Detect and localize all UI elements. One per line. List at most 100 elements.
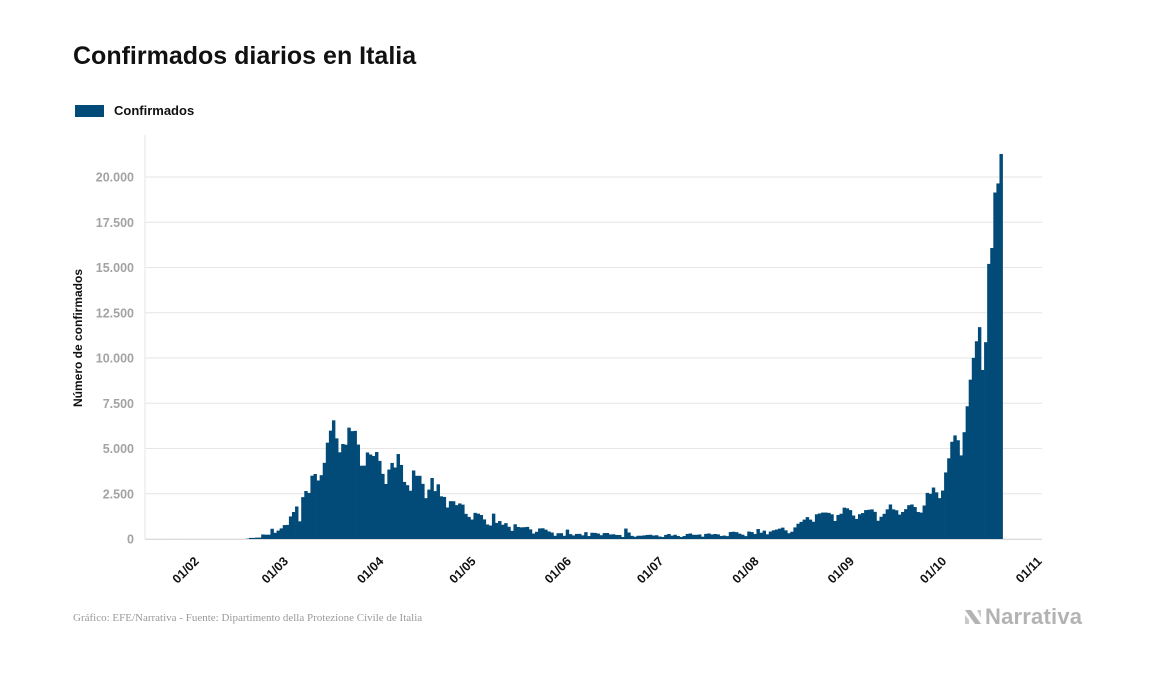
bar bbox=[405, 485, 410, 539]
bar bbox=[504, 523, 508, 539]
bar bbox=[371, 456, 376, 539]
legend-label: Confirmados bbox=[114, 103, 195, 118]
bar bbox=[722, 535, 727, 539]
bar bbox=[442, 496, 447, 539]
bar bbox=[891, 509, 896, 539]
bar bbox=[694, 534, 699, 539]
bar bbox=[999, 153, 1003, 539]
bar bbox=[470, 519, 474, 539]
bar bbox=[676, 535, 680, 539]
bar bbox=[510, 530, 514, 539]
bar bbox=[288, 516, 293, 539]
bar bbox=[904, 509, 908, 539]
bar bbox=[611, 534, 616, 539]
bar bbox=[602, 533, 607, 539]
bar bbox=[387, 469, 391, 539]
bar bbox=[390, 462, 394, 539]
bar bbox=[365, 452, 370, 539]
y-tick-label: 12.500 bbox=[96, 306, 134, 320]
bar bbox=[977, 327, 982, 539]
bar bbox=[362, 465, 367, 539]
bar bbox=[661, 536, 665, 539]
bar bbox=[762, 530, 767, 539]
bar bbox=[802, 519, 807, 539]
bar bbox=[393, 467, 397, 539]
bar bbox=[793, 527, 797, 539]
bar bbox=[627, 532, 631, 539]
bar bbox=[944, 472, 948, 539]
bar bbox=[925, 492, 930, 539]
bar bbox=[547, 531, 551, 539]
bar bbox=[473, 512, 477, 539]
bar bbox=[581, 535, 585, 539]
bar bbox=[550, 532, 554, 539]
bar bbox=[479, 514, 484, 539]
bar bbox=[888, 504, 893, 539]
bar bbox=[968, 379, 973, 539]
bar bbox=[658, 536, 662, 539]
bar bbox=[322, 462, 327, 539]
x-tick-label: 01/11 bbox=[1013, 554, 1045, 586]
bar bbox=[544, 529, 548, 539]
bar bbox=[747, 531, 751, 539]
bar bbox=[485, 524, 490, 539]
bar bbox=[624, 528, 628, 539]
bar bbox=[682, 536, 687, 539]
bar bbox=[842, 507, 847, 539]
bar bbox=[301, 497, 305, 539]
bar bbox=[639, 535, 643, 539]
bar bbox=[636, 535, 640, 539]
y-tick-label: 0 bbox=[127, 533, 134, 547]
bar bbox=[491, 513, 496, 539]
bar bbox=[787, 533, 791, 539]
bar bbox=[614, 534, 619, 539]
bar bbox=[633, 536, 637, 539]
bar bbox=[984, 342, 988, 539]
bar bbox=[255, 537, 259, 539]
bar bbox=[396, 454, 400, 539]
bar bbox=[439, 496, 444, 539]
bar bbox=[805, 517, 810, 539]
bar bbox=[734, 532, 739, 539]
x-tick-label: 01/10 bbox=[917, 554, 949, 586]
y-tick-label: 5.000 bbox=[103, 442, 134, 456]
bar bbox=[654, 535, 659, 539]
bar bbox=[867, 509, 871, 539]
bar bbox=[873, 511, 877, 539]
x-tick-labels: 01/02 01/03 01/04 01/05 01/06 01/07 01/08 01/09… bbox=[170, 554, 1045, 586]
bar bbox=[282, 525, 287, 539]
bar bbox=[587, 536, 591, 539]
bar bbox=[476, 513, 480, 539]
bar bbox=[821, 512, 825, 539]
bar bbox=[458, 503, 462, 539]
x-tick-label: 01/04 bbox=[354, 554, 386, 586]
bar bbox=[344, 444, 348, 539]
bar bbox=[811, 521, 816, 539]
bar bbox=[399, 464, 404, 539]
bar bbox=[839, 513, 843, 539]
x-tick-label: 01/09 bbox=[825, 554, 857, 586]
bar bbox=[498, 521, 502, 539]
bar bbox=[737, 533, 742, 539]
bar bbox=[264, 534, 268, 539]
bar bbox=[608, 534, 613, 539]
bar-series bbox=[145, 153, 1042, 540]
bar bbox=[833, 520, 837, 539]
bar bbox=[251, 537, 256, 539]
bar bbox=[993, 192, 997, 539]
bar bbox=[494, 522, 499, 539]
bar bbox=[670, 535, 674, 539]
bar bbox=[525, 526, 530, 539]
bar bbox=[553, 535, 557, 539]
bar bbox=[710, 534, 714, 539]
x-tick-label: 01/07 bbox=[634, 554, 666, 586]
bar bbox=[313, 474, 317, 539]
bar bbox=[861, 513, 865, 539]
bar bbox=[974, 341, 979, 539]
bar bbox=[799, 521, 803, 539]
bar bbox=[590, 532, 594, 539]
y-tick-label: 10.000 bbox=[96, 352, 134, 366]
bar bbox=[771, 530, 776, 539]
bar bbox=[928, 493, 933, 539]
bar bbox=[731, 531, 736, 539]
